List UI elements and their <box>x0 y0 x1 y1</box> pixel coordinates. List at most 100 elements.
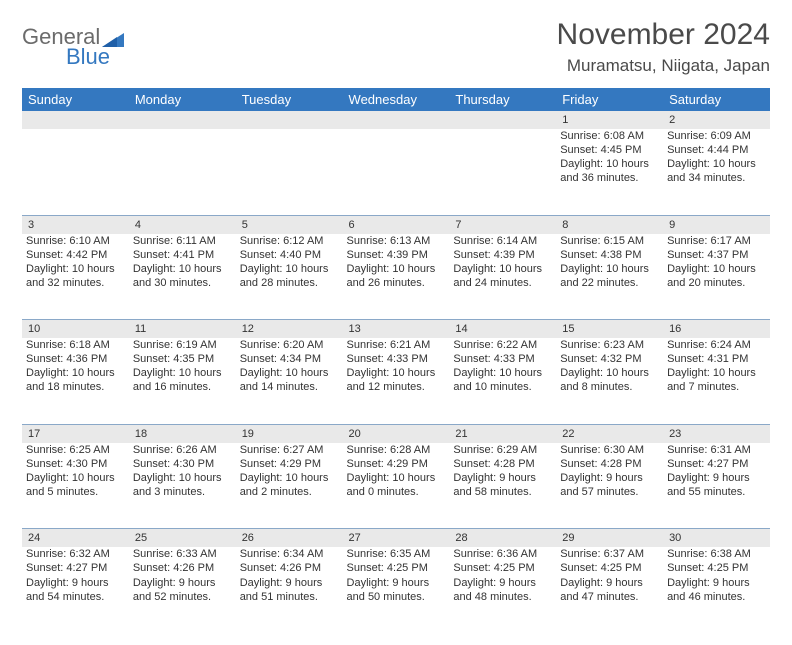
daylight-text: and 2 minutes. <box>240 485 339 499</box>
day-number-cell: 16 <box>663 320 770 339</box>
day-cell: Sunrise: 6:25 AMSunset: 4:30 PMDaylight:… <box>22 443 129 529</box>
sunset-text: Sunset: 4:29 PM <box>347 457 446 471</box>
daylight-text: and 34 minutes. <box>667 171 766 185</box>
month-title: November 2024 <box>557 18 770 52</box>
daylight-text: Daylight: 10 hours <box>453 262 552 276</box>
daylight-text: Daylight: 10 hours <box>347 366 446 380</box>
day-cell: Sunrise: 6:24 AMSunset: 4:31 PMDaylight:… <box>663 338 770 424</box>
brand-logo: GeneralBlue <box>22 18 124 70</box>
daylight-text: and 7 minutes. <box>667 380 766 394</box>
weekday-header: Tuesday <box>236 88 343 111</box>
sunset-text: Sunset: 4:25 PM <box>667 561 766 575</box>
daylight-text: and 26 minutes. <box>347 276 446 290</box>
sunset-text: Sunset: 4:38 PM <box>560 248 659 262</box>
daylight-text: Daylight: 10 hours <box>133 471 232 485</box>
daylight-text: Daylight: 10 hours <box>347 471 446 485</box>
daylight-text: and 16 minutes. <box>133 380 232 394</box>
day-number-cell: 10 <box>22 320 129 339</box>
daylight-text: Daylight: 9 hours <box>560 471 659 485</box>
sunset-text: Sunset: 4:30 PM <box>26 457 125 471</box>
daylight-text: and 57 minutes. <box>560 485 659 499</box>
daylight-text: and 55 minutes. <box>667 485 766 499</box>
daylight-text: and 0 minutes. <box>347 485 446 499</box>
sunset-text: Sunset: 4:35 PM <box>133 352 232 366</box>
sunrise-text: Sunrise: 6:34 AM <box>240 547 339 561</box>
day-number-cell: 3 <box>22 215 129 234</box>
day-cell: Sunrise: 6:17 AMSunset: 4:37 PMDaylight:… <box>663 234 770 320</box>
day-number-cell: 24 <box>22 529 129 548</box>
sunrise-text: Sunrise: 6:21 AM <box>347 338 446 352</box>
day-number-cell: 17 <box>22 424 129 443</box>
sunset-text: Sunset: 4:37 PM <box>667 248 766 262</box>
day-number-cell: 23 <box>663 424 770 443</box>
day-cell: Sunrise: 6:26 AMSunset: 4:30 PMDaylight:… <box>129 443 236 529</box>
day-number-cell: 13 <box>343 320 450 339</box>
daylight-text: and 28 minutes. <box>240 276 339 290</box>
daylight-text: and 54 minutes. <box>26 590 125 604</box>
week-row: Sunrise: 6:18 AMSunset: 4:36 PMDaylight:… <box>22 338 770 424</box>
day-number-cell: 8 <box>556 215 663 234</box>
daylight-text: Daylight: 10 hours <box>240 262 339 276</box>
day-cell: Sunrise: 6:21 AMSunset: 4:33 PMDaylight:… <box>343 338 450 424</box>
day-number-cell: 26 <box>236 529 343 548</box>
sunset-text: Sunset: 4:44 PM <box>667 143 766 157</box>
daylight-text: and 36 minutes. <box>560 171 659 185</box>
daylight-text: and 5 minutes. <box>26 485 125 499</box>
weekday-header: Sunday <box>22 88 129 111</box>
sunrise-text: Sunrise: 6:24 AM <box>667 338 766 352</box>
daylight-text: Daylight: 10 hours <box>667 366 766 380</box>
sunset-text: Sunset: 4:28 PM <box>453 457 552 471</box>
day-cell: Sunrise: 6:13 AMSunset: 4:39 PMDaylight:… <box>343 234 450 320</box>
day-cell: Sunrise: 6:27 AMSunset: 4:29 PMDaylight:… <box>236 443 343 529</box>
sunrise-text: Sunrise: 6:26 AM <box>133 443 232 457</box>
sunset-text: Sunset: 4:27 PM <box>667 457 766 471</box>
title-block: November 2024 Muramatsu, Niigata, Japan <box>557 18 770 76</box>
day-number-cell: 20 <box>343 424 450 443</box>
sunrise-text: Sunrise: 6:29 AM <box>453 443 552 457</box>
sunrise-text: Sunrise: 6:15 AM <box>560 234 659 248</box>
daylight-text: Daylight: 9 hours <box>453 576 552 590</box>
week-row: Sunrise: 6:25 AMSunset: 4:30 PMDaylight:… <box>22 443 770 529</box>
daylight-text: Daylight: 10 hours <box>133 262 232 276</box>
empty-cell <box>343 129 450 215</box>
daylight-text: and 32 minutes. <box>26 276 125 290</box>
location-label: Muramatsu, Niigata, Japan <box>557 56 770 76</box>
day-cell: Sunrise: 6:35 AMSunset: 4:25 PMDaylight:… <box>343 547 450 633</box>
sunset-text: Sunset: 4:29 PM <box>240 457 339 471</box>
day-cell: Sunrise: 6:12 AMSunset: 4:40 PMDaylight:… <box>236 234 343 320</box>
daylight-text: and 58 minutes. <box>453 485 552 499</box>
sunrise-text: Sunrise: 6:36 AM <box>453 547 552 561</box>
daylight-text: and 50 minutes. <box>347 590 446 604</box>
day-cell: Sunrise: 6:14 AMSunset: 4:39 PMDaylight:… <box>449 234 556 320</box>
day-number-cell: 19 <box>236 424 343 443</box>
daylight-text: and 18 minutes. <box>26 380 125 394</box>
daylight-text: and 3 minutes. <box>133 485 232 499</box>
day-cell: Sunrise: 6:20 AMSunset: 4:34 PMDaylight:… <box>236 338 343 424</box>
sunset-text: Sunset: 4:25 PM <box>453 561 552 575</box>
day-cell: Sunrise: 6:28 AMSunset: 4:29 PMDaylight:… <box>343 443 450 529</box>
day-number-cell: 5 <box>236 215 343 234</box>
day-number-cell: 12 <box>236 320 343 339</box>
daylight-text: and 51 minutes. <box>240 590 339 604</box>
sunset-text: Sunset: 4:31 PM <box>667 352 766 366</box>
daylight-text: Daylight: 10 hours <box>560 262 659 276</box>
day-number-cell <box>129 111 236 129</box>
daylight-text: Daylight: 9 hours <box>26 576 125 590</box>
daylight-text: Daylight: 10 hours <box>560 366 659 380</box>
calendar-header-row: Sunday Monday Tuesday Wednesday Thursday… <box>22 88 770 111</box>
daylight-text: Daylight: 10 hours <box>26 262 125 276</box>
day-number-cell: 21 <box>449 424 556 443</box>
empty-cell <box>22 129 129 215</box>
sunset-text: Sunset: 4:39 PM <box>453 248 552 262</box>
day-number-cell: 7 <box>449 215 556 234</box>
sunrise-text: Sunrise: 6:30 AM <box>560 443 659 457</box>
daylight-text: and 20 minutes. <box>667 276 766 290</box>
sunset-text: Sunset: 4:45 PM <box>560 143 659 157</box>
daylight-text: Daylight: 10 hours <box>26 366 125 380</box>
day-number-cell: 25 <box>129 529 236 548</box>
weekday-header: Monday <box>129 88 236 111</box>
day-number-cell <box>236 111 343 129</box>
sunrise-text: Sunrise: 6:38 AM <box>667 547 766 561</box>
sunset-text: Sunset: 4:33 PM <box>347 352 446 366</box>
sunset-text: Sunset: 4:33 PM <box>453 352 552 366</box>
